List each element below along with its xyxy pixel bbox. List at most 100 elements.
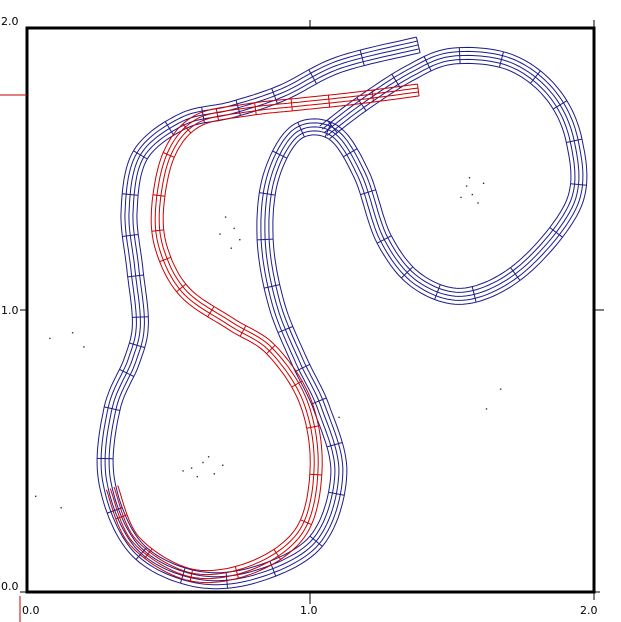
track-0-segment-tick <box>423 56 432 72</box>
track-0-segment-tick <box>271 88 278 104</box>
scatter-point <box>485 408 488 410</box>
track-0-segment-tick <box>328 491 345 496</box>
track-0-segment-tick <box>309 535 323 547</box>
track-1-segment-tick <box>254 102 257 115</box>
track-1-segment-tick <box>182 123 192 134</box>
scatter-point <box>477 202 479 204</box>
track-1-segment-tick <box>176 283 187 293</box>
track-1-segment-tick <box>189 569 194 582</box>
y-tick-label-0: 0.0 <box>1 580 19 593</box>
track-0-segment-tick <box>311 397 327 405</box>
track-0-segment-tick <box>549 227 563 238</box>
scatter-point <box>222 464 224 466</box>
track-0-segment-tick <box>133 150 148 160</box>
track-0-segment-tick <box>135 547 147 560</box>
scatter-point <box>213 473 215 475</box>
track-0-segment-tick <box>570 183 587 186</box>
x-tick-label-0: 0.0 <box>22 604 40 617</box>
track-1-lane-3 <box>117 83 418 572</box>
track-0-segment-tick <box>326 119 338 134</box>
x-tick-label-2: 2.0 <box>580 604 598 617</box>
scatter-point <box>465 185 468 187</box>
track-0-lane-4 <box>96 36 588 590</box>
track-0-segment-tick <box>415 36 421 53</box>
track-0-segment-tick <box>471 286 477 303</box>
track-1-segment-tick <box>239 325 247 337</box>
track-0-segment-tick <box>263 284 280 289</box>
track-1-segment-tick <box>234 566 239 579</box>
scatter-point <box>196 475 198 478</box>
scatter-point <box>224 216 227 218</box>
scatter-point <box>182 470 184 472</box>
track-1-segment-tick <box>144 548 153 559</box>
track-1-segment-tick <box>309 473 322 476</box>
x-tick-label-1: 1.0 <box>300 604 318 617</box>
track-0-segment-tick <box>107 507 123 514</box>
track-0-segment-tick <box>498 51 504 68</box>
scatter-point <box>219 233 221 235</box>
track-0-segment-tick <box>180 567 186 584</box>
track-0-segment-tick <box>326 442 343 448</box>
scatter-point <box>202 461 204 464</box>
track-0-segment-tick <box>552 100 568 110</box>
track-1-segment-tick <box>151 229 164 232</box>
scatter-point <box>35 495 37 497</box>
scatter-point <box>471 193 473 196</box>
scatter-point <box>468 177 471 179</box>
scatter-point <box>499 388 502 390</box>
track-0-segment-tick <box>510 267 521 281</box>
track-1-segment-tick <box>159 256 171 263</box>
y-tick-label-1: 1.0 <box>1 304 19 317</box>
track-0-segment-tick <box>259 192 276 196</box>
track-0-segment-tick <box>164 121 175 136</box>
track-0-segment-tick <box>434 284 441 300</box>
track-0-segment-tick <box>269 561 277 577</box>
track-1-segment-tick <box>327 95 331 108</box>
track-0-segment-tick <box>401 266 414 279</box>
track-0-segment-tick <box>308 69 317 85</box>
scatter-point <box>60 506 62 509</box>
track-0-segment-tick <box>272 150 288 159</box>
track-1-segment-tick <box>306 425 319 429</box>
track-1-segment-tick <box>163 152 175 158</box>
track-0 <box>96 36 588 590</box>
track-0-segment-tick <box>294 363 310 372</box>
track-1-lane-0 <box>105 95 420 584</box>
track-1-lane-2 <box>113 87 419 576</box>
track-1-segment-tick <box>290 98 293 111</box>
track-1-segment-tick <box>266 344 276 355</box>
track-1-segment-tick <box>215 108 219 121</box>
track-0-segment-tick <box>129 342 145 349</box>
scatter-point <box>460 196 462 199</box>
track-0-segment-tick <box>530 70 541 84</box>
scatter-point <box>239 239 241 241</box>
scatter-point <box>230 247 232 249</box>
track-1-segment-tick <box>273 549 282 560</box>
track-0-segment-tick <box>566 138 583 143</box>
track-1-segment-tick <box>300 519 312 526</box>
scatter-point <box>83 346 85 348</box>
scatter-point <box>207 456 210 458</box>
track-0-segment-tick <box>104 406 121 411</box>
track-0-segment-tick <box>391 73 401 89</box>
track-1-segment-tick <box>152 194 165 197</box>
scatter-point <box>71 332 74 334</box>
track-0-segment-tick <box>122 193 139 196</box>
track-0-segment-tick <box>458 47 461 64</box>
track-1-lane-1 <box>109 91 419 580</box>
track-0-segment-tick <box>119 368 135 377</box>
scatter-point <box>190 467 193 469</box>
track-0-segment-tick <box>122 234 139 237</box>
scatter-point <box>338 416 340 419</box>
y-tick-label-2: 2.0 <box>1 15 19 28</box>
track-1-segment-tick <box>371 90 374 103</box>
track-1 <box>105 83 420 584</box>
track-0-segment-tick <box>127 274 144 278</box>
track-1-segment-tick <box>115 514 128 520</box>
tracks-layer <box>96 36 588 590</box>
track-0-segment-tick <box>359 49 365 66</box>
track-1-segment-tick <box>291 380 303 388</box>
track-0-segment-tick <box>360 189 376 196</box>
track-0-segment-tick <box>376 235 392 244</box>
